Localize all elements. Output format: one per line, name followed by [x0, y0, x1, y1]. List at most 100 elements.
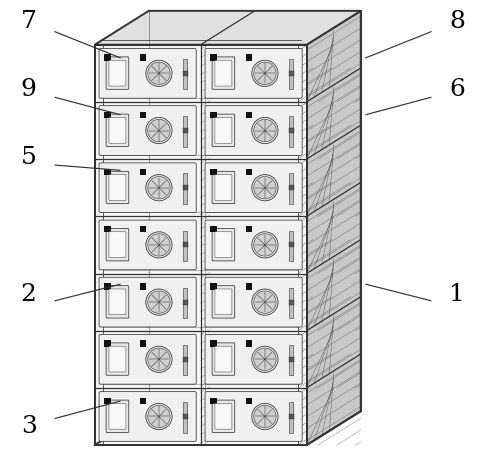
- Circle shape: [146, 289, 172, 315]
- Bar: [104, 226, 111, 232]
- Bar: [183, 71, 188, 76]
- FancyBboxPatch shape: [205, 220, 302, 270]
- Bar: [183, 345, 187, 375]
- Bar: [246, 283, 252, 290]
- FancyBboxPatch shape: [215, 289, 232, 315]
- Bar: [289, 71, 294, 76]
- Circle shape: [148, 406, 170, 428]
- Bar: [140, 226, 146, 232]
- FancyBboxPatch shape: [109, 289, 126, 315]
- Bar: [246, 226, 252, 232]
- Text: 9: 9: [21, 78, 36, 101]
- Bar: [140, 341, 146, 347]
- FancyBboxPatch shape: [212, 343, 235, 375]
- Circle shape: [254, 177, 276, 199]
- Bar: [290, 402, 293, 432]
- Bar: [183, 116, 187, 146]
- Bar: [289, 243, 294, 247]
- Circle shape: [148, 291, 170, 313]
- Bar: [289, 300, 294, 305]
- Bar: [289, 185, 294, 190]
- Bar: [104, 55, 111, 61]
- Bar: [140, 169, 146, 175]
- FancyBboxPatch shape: [215, 117, 232, 143]
- FancyBboxPatch shape: [109, 232, 126, 258]
- Circle shape: [146, 346, 172, 373]
- FancyBboxPatch shape: [109, 117, 126, 143]
- Bar: [104, 112, 111, 118]
- Bar: [140, 112, 146, 118]
- Circle shape: [146, 175, 172, 201]
- Bar: [183, 243, 188, 247]
- Bar: [290, 288, 293, 318]
- FancyBboxPatch shape: [205, 49, 302, 98]
- Bar: [289, 128, 294, 133]
- FancyBboxPatch shape: [109, 346, 126, 372]
- FancyBboxPatch shape: [215, 60, 232, 86]
- FancyBboxPatch shape: [205, 392, 302, 441]
- Bar: [183, 128, 188, 133]
- Text: 5: 5: [21, 146, 36, 169]
- Circle shape: [254, 348, 276, 371]
- FancyBboxPatch shape: [215, 346, 232, 372]
- Circle shape: [146, 60, 172, 87]
- Bar: [246, 55, 252, 61]
- Bar: [210, 398, 217, 404]
- Bar: [104, 283, 111, 290]
- Bar: [183, 185, 188, 190]
- Bar: [183, 288, 187, 318]
- Bar: [183, 357, 188, 362]
- Bar: [290, 59, 293, 89]
- FancyBboxPatch shape: [99, 220, 196, 270]
- Circle shape: [148, 234, 170, 256]
- Bar: [210, 169, 217, 175]
- Circle shape: [254, 62, 276, 84]
- Text: 2: 2: [21, 283, 36, 306]
- Circle shape: [252, 346, 278, 373]
- Text: 7: 7: [21, 10, 36, 32]
- Circle shape: [252, 289, 278, 315]
- Circle shape: [148, 177, 170, 199]
- FancyBboxPatch shape: [99, 277, 196, 327]
- Circle shape: [146, 232, 172, 258]
- Bar: [290, 345, 293, 375]
- FancyBboxPatch shape: [106, 286, 129, 318]
- Bar: [183, 59, 187, 89]
- FancyBboxPatch shape: [99, 163, 196, 212]
- FancyBboxPatch shape: [99, 392, 196, 441]
- FancyBboxPatch shape: [212, 114, 235, 146]
- Circle shape: [254, 291, 276, 313]
- Bar: [183, 402, 187, 432]
- Bar: [210, 283, 217, 290]
- FancyBboxPatch shape: [106, 171, 129, 203]
- FancyBboxPatch shape: [212, 228, 235, 261]
- Circle shape: [252, 60, 278, 87]
- Bar: [140, 398, 146, 404]
- FancyBboxPatch shape: [106, 343, 129, 375]
- FancyBboxPatch shape: [212, 171, 235, 203]
- Bar: [289, 357, 294, 362]
- Bar: [210, 112, 217, 118]
- Circle shape: [148, 62, 170, 84]
- Bar: [183, 231, 187, 261]
- FancyBboxPatch shape: [99, 49, 196, 98]
- Bar: [104, 398, 111, 404]
- Circle shape: [252, 232, 278, 258]
- FancyBboxPatch shape: [212, 400, 235, 432]
- Polygon shape: [95, 11, 361, 45]
- Bar: [246, 169, 252, 175]
- FancyBboxPatch shape: [106, 57, 129, 89]
- Circle shape: [146, 403, 172, 430]
- FancyBboxPatch shape: [99, 334, 196, 384]
- Circle shape: [252, 175, 278, 201]
- Bar: [210, 341, 217, 347]
- FancyBboxPatch shape: [215, 232, 232, 258]
- FancyBboxPatch shape: [205, 277, 302, 327]
- FancyBboxPatch shape: [106, 400, 129, 432]
- Bar: [290, 116, 293, 146]
- FancyBboxPatch shape: [212, 57, 235, 89]
- FancyBboxPatch shape: [205, 163, 302, 212]
- Bar: [246, 398, 252, 404]
- FancyBboxPatch shape: [109, 60, 126, 86]
- Bar: [104, 169, 111, 175]
